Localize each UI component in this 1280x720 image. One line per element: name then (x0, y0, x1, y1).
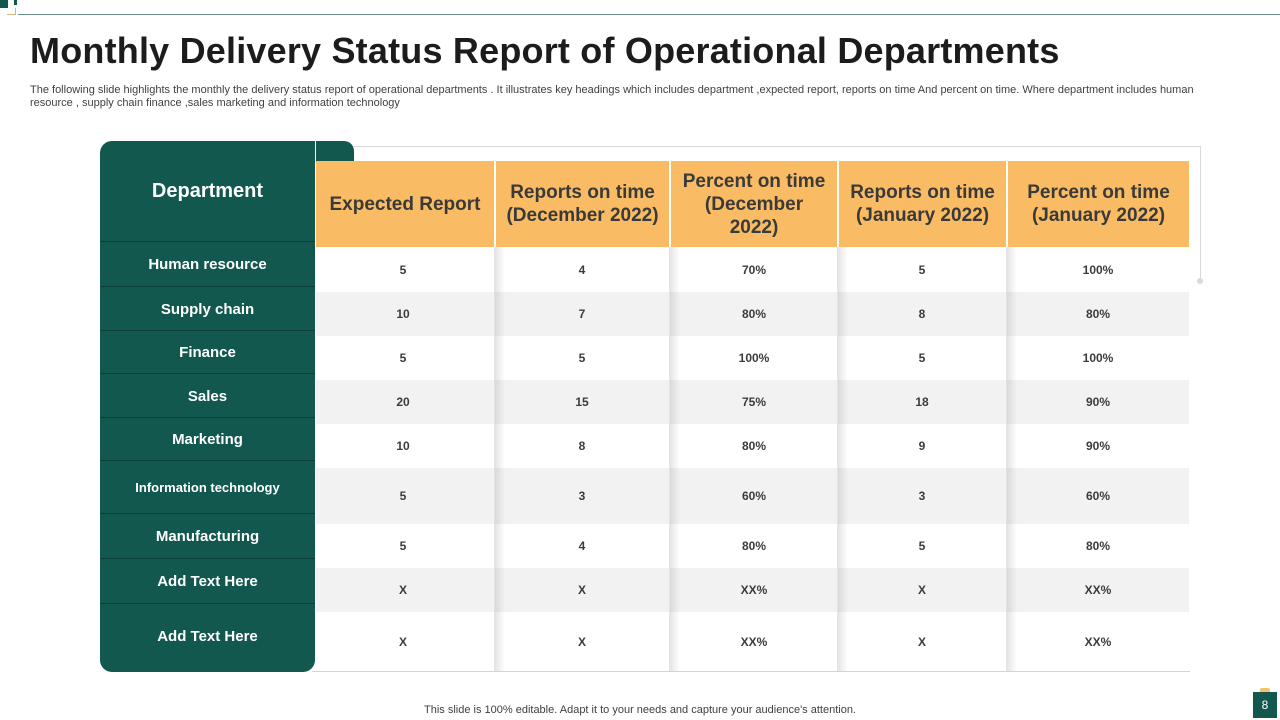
table-cell: 90% (1085, 439, 1111, 453)
row-background (316, 336, 1189, 380)
column-header-reports-jan: Reports on time (January 2022) (839, 161, 1006, 247)
table-cell: 80% (1085, 307, 1111, 321)
table-frame-right (1200, 146, 1201, 279)
row-background (316, 568, 1189, 612)
department-cell: Supply chain (100, 286, 315, 331)
row-background (316, 247, 1189, 292)
table-bottom-rule (312, 671, 1190, 672)
table-cell: 4 (578, 263, 586, 277)
column-header-percent-dec: Percent on time (December 2022) (671, 161, 837, 247)
table-cell: 100% (1082, 351, 1114, 365)
table-cell: 5 (578, 351, 586, 365)
table-cell: 90% (1085, 395, 1111, 409)
corner-mark-accent (14, 0, 17, 5)
slide-footer: This slide is 100% editable. Adapt it to… (424, 704, 856, 716)
table-cell: X (398, 635, 408, 649)
row-background (316, 524, 1189, 568)
table-cell: 5 (399, 489, 407, 503)
table-cell: XX% (1084, 583, 1112, 597)
table-cell: 80% (741, 439, 767, 453)
column-shadow (495, 247, 505, 672)
table-cell: 100% (1082, 263, 1114, 277)
corner-mark-outline (7, 8, 16, 15)
table-cell: 75% (741, 395, 767, 409)
table-cell: 3 (578, 489, 586, 503)
column-divider (669, 247, 670, 672)
table-cell: 5 (918, 263, 926, 277)
table-cell: 5 (399, 351, 407, 365)
slide-title: Monthly Delivery Status Report of Operat… (30, 30, 1060, 71)
table-cell: X (577, 635, 587, 649)
table-cell: 18 (915, 395, 929, 409)
table-frame-dot (1197, 278, 1203, 284)
department-cell: Information technology (100, 460, 315, 514)
row-background (316, 424, 1189, 468)
table-cell: 10 (396, 439, 410, 453)
column-divider (494, 247, 495, 672)
table-cell: 80% (1085, 539, 1111, 553)
table-cell: 5 (918, 351, 926, 365)
column-divider (837, 247, 838, 672)
column-shadow (670, 247, 680, 672)
department-header: Department (151, 179, 264, 202)
table-cell: X (398, 583, 408, 597)
department-cell: Add Text Here (100, 558, 315, 604)
row-background (316, 612, 1189, 672)
row-background (316, 292, 1189, 336)
department-cell: Finance (100, 330, 315, 374)
table-cell: 3 (918, 489, 926, 503)
table-cell: 5 (399, 539, 407, 553)
table-cell: XX% (740, 635, 768, 649)
table-cell: 5 (918, 539, 926, 553)
column-shadow (838, 247, 848, 672)
table-cell: 80% (741, 539, 767, 553)
table-cell: 7 (578, 307, 586, 321)
table-tab (316, 141, 354, 163)
department-cell: Add Text Here (100, 603, 315, 668)
table-cell: 5 (399, 263, 407, 277)
table-cell: 15 (575, 395, 589, 409)
department-cell: Marketing (100, 417, 315, 461)
table-cell: 20 (396, 395, 410, 409)
department-cell: Human resource (100, 241, 315, 287)
department-cell: Sales (100, 373, 315, 418)
table-cell: X (917, 635, 927, 649)
column-shadow (1007, 247, 1017, 672)
column-header-expected-report: Expected Report (316, 161, 494, 247)
table-cell: 4 (578, 539, 586, 553)
table-cell: 8 (918, 307, 926, 321)
table-cell: 80% (741, 307, 767, 321)
table-cell: 9 (918, 439, 926, 453)
table-cell: XX% (740, 583, 768, 597)
corner-mark (0, 0, 8, 8)
department-column: Department Human resource Supply chain F… (100, 141, 315, 672)
row-background (316, 468, 1189, 524)
table-cell: 60% (741, 489, 767, 503)
column-divider (1006, 247, 1007, 672)
page-number: 8 (1253, 692, 1277, 718)
table-cell: X (917, 583, 927, 597)
slide-subtitle: The following slide highlights the month… (30, 84, 1194, 109)
top-divider (18, 14, 1280, 15)
table-cell: X (577, 583, 587, 597)
table-cell: XX% (1084, 635, 1112, 649)
table-cell: 8 (578, 439, 586, 453)
table-cell: 10 (396, 307, 410, 321)
table-cell: 60% (1085, 489, 1111, 503)
department-cell: Manufacturing (100, 513, 315, 559)
column-header-percent-jan: Percent on time (January 2022) (1008, 161, 1189, 247)
table-frame-top (354, 146, 1201, 147)
table-cell: 100% (738, 351, 770, 365)
table-cell: 70% (741, 263, 767, 277)
page-badge-accent (1260, 688, 1270, 692)
row-background (316, 380, 1189, 424)
column-header-reports-dec: Reports on time (December 2022) (496, 161, 669, 247)
